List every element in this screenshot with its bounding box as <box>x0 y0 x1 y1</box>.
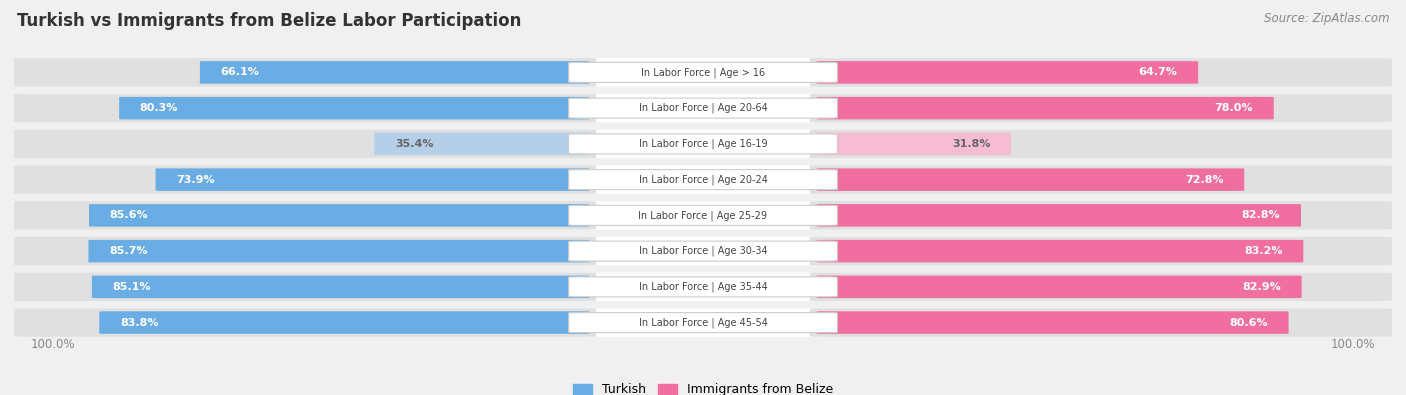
FancyBboxPatch shape <box>568 241 838 261</box>
FancyBboxPatch shape <box>7 237 1399 265</box>
Text: 80.3%: 80.3% <box>139 103 179 113</box>
Text: 100.0%: 100.0% <box>1331 338 1375 351</box>
FancyBboxPatch shape <box>817 204 1301 227</box>
FancyBboxPatch shape <box>568 134 838 154</box>
FancyBboxPatch shape <box>810 237 1392 265</box>
FancyBboxPatch shape <box>7 166 596 194</box>
FancyBboxPatch shape <box>100 311 589 334</box>
Text: 82.9%: 82.9% <box>1243 282 1281 292</box>
FancyBboxPatch shape <box>568 62 838 83</box>
FancyBboxPatch shape <box>91 276 589 298</box>
Text: In Labor Force | Age 35-44: In Labor Force | Age 35-44 <box>638 282 768 292</box>
Text: In Labor Force | Age > 16: In Labor Force | Age > 16 <box>641 67 765 78</box>
Text: 78.0%: 78.0% <box>1215 103 1253 113</box>
FancyBboxPatch shape <box>7 308 1399 337</box>
FancyBboxPatch shape <box>568 98 838 118</box>
Text: 82.8%: 82.8% <box>1241 211 1281 220</box>
FancyBboxPatch shape <box>7 237 596 265</box>
Text: 85.6%: 85.6% <box>110 211 148 220</box>
FancyBboxPatch shape <box>817 311 1288 334</box>
FancyBboxPatch shape <box>7 58 1399 87</box>
FancyBboxPatch shape <box>7 94 596 122</box>
FancyBboxPatch shape <box>810 273 1392 301</box>
FancyBboxPatch shape <box>156 168 589 191</box>
Text: In Labor Force | Age 16-19: In Labor Force | Age 16-19 <box>638 139 768 149</box>
FancyBboxPatch shape <box>568 205 838 226</box>
Text: 35.4%: 35.4% <box>395 139 433 149</box>
FancyBboxPatch shape <box>817 133 1011 155</box>
FancyBboxPatch shape <box>810 308 1392 337</box>
Text: 83.8%: 83.8% <box>120 318 159 327</box>
FancyBboxPatch shape <box>7 308 596 337</box>
FancyBboxPatch shape <box>810 130 1392 158</box>
FancyBboxPatch shape <box>7 166 1399 194</box>
FancyBboxPatch shape <box>7 94 1399 122</box>
FancyBboxPatch shape <box>200 61 589 84</box>
FancyBboxPatch shape <box>817 97 1274 119</box>
FancyBboxPatch shape <box>568 277 838 297</box>
FancyBboxPatch shape <box>817 240 1303 262</box>
FancyBboxPatch shape <box>568 169 838 190</box>
Text: Source: ZipAtlas.com: Source: ZipAtlas.com <box>1264 12 1389 25</box>
Text: 31.8%: 31.8% <box>952 139 991 149</box>
FancyBboxPatch shape <box>7 58 596 87</box>
FancyBboxPatch shape <box>374 133 589 155</box>
FancyBboxPatch shape <box>7 201 596 229</box>
FancyBboxPatch shape <box>7 130 596 158</box>
FancyBboxPatch shape <box>7 201 1399 229</box>
Text: 66.1%: 66.1% <box>221 68 259 77</box>
Text: 80.6%: 80.6% <box>1229 318 1268 327</box>
FancyBboxPatch shape <box>89 204 589 227</box>
Text: In Labor Force | Age 45-54: In Labor Force | Age 45-54 <box>638 317 768 328</box>
Text: 72.8%: 72.8% <box>1185 175 1223 184</box>
FancyBboxPatch shape <box>810 94 1392 122</box>
FancyBboxPatch shape <box>7 273 1399 301</box>
Text: 85.1%: 85.1% <box>112 282 150 292</box>
Text: In Labor Force | Age 20-24: In Labor Force | Age 20-24 <box>638 174 768 185</box>
FancyBboxPatch shape <box>89 240 589 262</box>
FancyBboxPatch shape <box>120 97 589 119</box>
Text: 64.7%: 64.7% <box>1139 68 1177 77</box>
FancyBboxPatch shape <box>7 130 1399 158</box>
FancyBboxPatch shape <box>810 166 1392 194</box>
Legend: Turkish, Immigrants from Belize: Turkish, Immigrants from Belize <box>568 378 838 395</box>
FancyBboxPatch shape <box>817 276 1302 298</box>
FancyBboxPatch shape <box>810 58 1392 87</box>
Text: 73.9%: 73.9% <box>176 175 215 184</box>
Text: In Labor Force | Age 30-34: In Labor Force | Age 30-34 <box>638 246 768 256</box>
Text: In Labor Force | Age 25-29: In Labor Force | Age 25-29 <box>638 210 768 221</box>
Text: In Labor Force | Age 20-64: In Labor Force | Age 20-64 <box>638 103 768 113</box>
Text: 100.0%: 100.0% <box>31 338 75 351</box>
FancyBboxPatch shape <box>7 273 596 301</box>
FancyBboxPatch shape <box>817 168 1244 191</box>
FancyBboxPatch shape <box>810 201 1392 229</box>
Text: 83.2%: 83.2% <box>1244 246 1282 256</box>
FancyBboxPatch shape <box>817 61 1198 84</box>
FancyBboxPatch shape <box>568 312 838 333</box>
Text: 85.7%: 85.7% <box>110 246 148 256</box>
Text: Turkish vs Immigrants from Belize Labor Participation: Turkish vs Immigrants from Belize Labor … <box>17 12 522 30</box>
